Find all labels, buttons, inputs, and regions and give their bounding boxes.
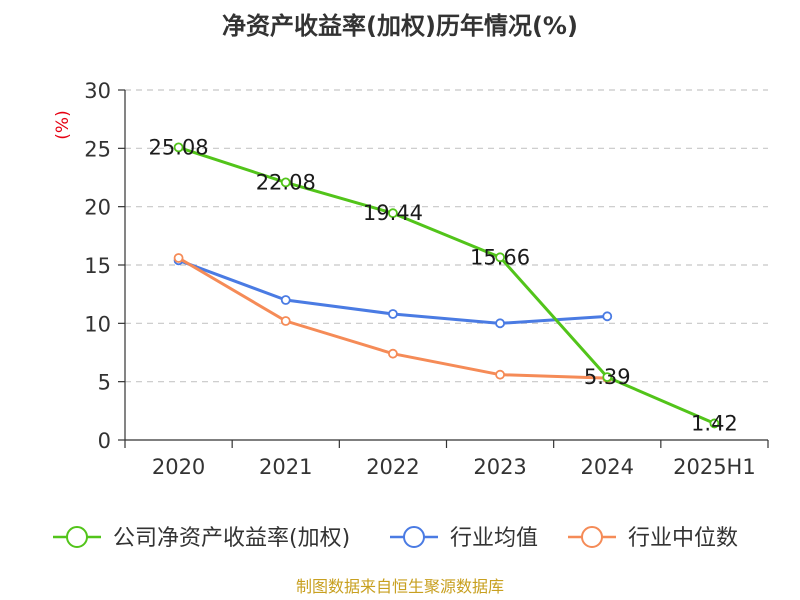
data-point [495,369,505,380]
data-point [709,418,720,429]
x-tick-label-2020: 2020 [152,455,205,479]
data-labels: 25.08 22.08 19.44 15.66 5.39 1.42 [149,135,738,435]
legend-item-0: 公司净资产收益率(加权) [53,526,350,551]
y-tick-label: 15 [84,254,111,278]
series-line [178,145,716,425]
y-tick-label: 20 [84,196,111,220]
data-point [388,348,398,359]
source-note: 制图数据来自恒生聚源数据库 [296,577,504,596]
data-point [495,318,505,329]
legend-swatch-marker [403,526,425,548]
y-axis-unit: (%) [53,110,73,139]
data-label: 5.39 [584,365,631,389]
y-tick-label: 0 [98,429,111,453]
x-tick-label-2022: 2022 [366,455,419,479]
legend-swatch-marker [66,526,88,548]
chart-title: 净资产收益率(加权)历年情况(%) [222,12,578,40]
axes: 0 5 10 15 20 25 30 2020 2021 2022 2023 2024 2025H1 [84,79,769,479]
grid-lines [125,89,768,383]
data-point [280,177,291,188]
data-point [602,372,613,383]
data-label: 19.44 [363,201,423,225]
series-layer [173,142,720,429]
data-point [280,316,291,326]
legend-item-1: 行业均值 [390,526,538,551]
series-0 [173,142,720,429]
data-label: 22.08 [256,170,316,194]
data-point [602,311,613,322]
legend-swatch-marker [581,526,603,548]
legend-label: 行业中位数 [628,526,738,551]
x-tick-label-2024: 2024 [581,455,634,479]
data-point [388,309,398,319]
data-point [280,295,291,305]
y-tick-label: 5 [98,371,111,395]
x-tick-label-2023: 2023 [473,455,526,479]
legend-item-2: 行业中位数 [568,526,738,551]
data-label: 1.42 [691,411,738,435]
data-label: 15.66 [470,245,530,269]
y-tick-label: 10 [84,312,111,336]
data-point [173,142,184,153]
data-label: 25.08 [149,135,209,159]
x-tick-label-2021: 2021 [259,455,312,479]
legend-label: 公司净资产收益率(加权) [113,526,350,551]
data-point [495,252,505,263]
series-1 [173,255,613,329]
legend-label: 行业均值 [450,526,538,551]
y-tick-label: 30 [84,79,111,103]
x-tick-label-2025H1: 2025H1 [673,455,756,479]
y-tick-label: 25 [84,137,111,161]
data-point [173,253,184,263]
legend: 公司净资产收益率(加权) 行业均值 行业中位数 [53,526,738,551]
data-point [388,208,398,219]
